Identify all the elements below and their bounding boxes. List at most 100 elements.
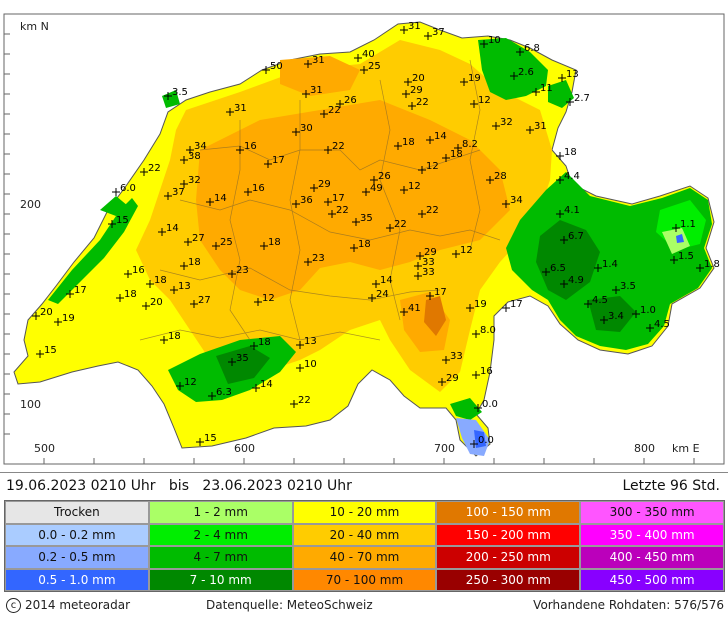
station-marker: 30	[292, 123, 313, 136]
station-marker: 19	[466, 299, 487, 312]
legend-cell: 2 - 4 mm	[148, 523, 293, 546]
station-marker: 26	[336, 95, 357, 108]
station-marker: 10	[480, 35, 501, 48]
station-value: 16	[244, 141, 257, 152]
station-marker: 16	[124, 265, 145, 278]
station-value: 16	[132, 265, 145, 276]
station-value: 22	[416, 97, 429, 108]
station-value: 17	[434, 287, 447, 298]
station-marker: 17	[502, 299, 523, 312]
station-marker: 3.4	[600, 311, 624, 324]
station-value: 29	[446, 373, 459, 384]
station-value: 19	[474, 299, 487, 310]
station-marker: 22	[140, 163, 161, 176]
station-value: 18	[268, 237, 281, 248]
station-marker: 13	[296, 336, 317, 349]
station-value: 4.9	[568, 275, 584, 286]
station-marker: 27	[190, 295, 211, 308]
station-marker: 3.5	[612, 281, 636, 294]
station-marker: 31	[400, 21, 421, 34]
station-value: 49	[370, 183, 383, 194]
station-marker: 3.5	[164, 87, 188, 100]
station-marker: 17	[324, 193, 345, 206]
station-value: 15	[116, 215, 129, 226]
station-marker: 14	[372, 275, 393, 288]
x-axis-title: km E	[672, 442, 700, 455]
station-marker: 31	[226, 103, 247, 116]
copyright-icon: c	[6, 598, 21, 613]
station-value: 14	[380, 275, 393, 286]
station-value: 8.2	[462, 139, 478, 150]
time-range-bar: 19.06.2023 0210 Uhr bis 23.06.2023 0210 …	[0, 472, 728, 501]
station-value: 19	[62, 313, 75, 324]
legend-cell: 300 - 350 mm	[580, 501, 724, 524]
station-value: 26	[344, 95, 357, 106]
station-marker: 11	[532, 83, 553, 96]
station-marker: 1.5	[670, 251, 694, 264]
legend-cell: 1 - 2 mm	[148, 501, 293, 524]
station-value: 20	[150, 297, 163, 308]
station-marker: 22	[320, 105, 341, 118]
station-marker: 4.5	[646, 319, 670, 332]
station-marker: 18	[180, 257, 201, 270]
station-marker: 8.2	[454, 139, 478, 152]
copyright: c 2014 meteoradar	[6, 598, 130, 613]
station-marker: 33	[414, 267, 435, 280]
station-value: 27	[198, 295, 211, 306]
station-marker: 2.7	[566, 93, 590, 106]
station-marker: 18	[350, 239, 371, 252]
station-marker: 38	[180, 151, 201, 164]
station-marker: 14	[426, 131, 447, 144]
station-marker: 12	[400, 181, 421, 194]
station-marker: 31	[526, 121, 547, 134]
station-value: 22	[332, 141, 345, 152]
station-value: 17	[510, 299, 523, 310]
station-value: 22	[426, 205, 439, 216]
station-value: 18	[168, 331, 181, 342]
station-marker: 17	[426, 287, 447, 300]
legend-cell: 0.2 - 0.5 mm	[5, 546, 149, 569]
station-marker: 32	[180, 175, 201, 188]
station-value: 35	[236, 353, 249, 364]
station-value: 1.1	[680, 219, 696, 230]
station-marker: 49	[362, 183, 383, 196]
station-value: 18	[154, 275, 167, 286]
station-value: 26	[378, 171, 391, 182]
station-marker: 32	[492, 117, 513, 130]
station-marker: 15	[108, 215, 129, 228]
station-marker: 0.0	[474, 399, 498, 412]
station-value: 6.7	[568, 231, 584, 242]
station-value: 36	[300, 195, 313, 206]
station-value: 32	[500, 117, 513, 128]
station-marker: 36	[292, 195, 313, 208]
station-marker: 0.0	[470, 435, 494, 448]
station-marker: 22	[324, 141, 345, 154]
station-marker: 19	[54, 313, 75, 326]
station-marker: 12	[418, 161, 439, 174]
station-value: 34	[510, 195, 523, 206]
station-marker: 1.4	[594, 259, 618, 272]
station-marker: 34	[186, 141, 207, 154]
station-value: 12	[262, 293, 275, 304]
station-marker: 35	[352, 213, 373, 226]
station-value: 6.5	[550, 263, 566, 274]
station-value: 31	[234, 103, 247, 114]
station-value: 14	[214, 193, 227, 204]
station-marker: 22	[290, 395, 311, 408]
precipitation-map: km N km E 500 600 700 800 200 100 31 37 10…	[3, 13, 725, 465]
station-value: 29	[318, 179, 331, 190]
data-source: Datenquelle: MeteoSchweiz	[206, 598, 373, 612]
station-marker: 14	[252, 379, 273, 392]
y-axis-title: km N	[20, 20, 49, 33]
station-value: 10	[488, 35, 501, 46]
station-marker: 1.0	[632, 305, 656, 318]
station-marker: 20	[142, 297, 163, 310]
station-marker: 17	[66, 285, 87, 298]
station-value: 29	[424, 247, 437, 258]
station-value: 19	[468, 73, 481, 84]
station-value: 29	[410, 85, 423, 96]
station-marker: 24	[368, 289, 389, 302]
station-marker: 15	[36, 345, 57, 358]
legend-cell: 4 - 7 mm	[148, 546, 293, 569]
